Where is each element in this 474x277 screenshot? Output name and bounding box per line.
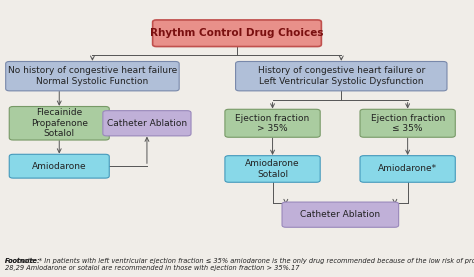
FancyBboxPatch shape <box>225 109 320 137</box>
FancyBboxPatch shape <box>360 156 455 182</box>
Text: Rhythm Control Drug Choices: Rhythm Control Drug Choices <box>150 28 324 38</box>
Text: Amiodarone: Amiodarone <box>32 162 87 171</box>
FancyBboxPatch shape <box>282 202 399 227</box>
Text: Footnote:: Footnote: <box>5 258 40 264</box>
FancyBboxPatch shape <box>153 20 321 47</box>
FancyBboxPatch shape <box>360 109 455 137</box>
FancyBboxPatch shape <box>9 106 109 140</box>
Text: No history of congestive heart failure
Normal Systolic Function: No history of congestive heart failure N… <box>8 66 177 86</box>
FancyBboxPatch shape <box>236 61 447 91</box>
FancyBboxPatch shape <box>103 111 191 136</box>
Text: Catheter Ablation: Catheter Ablation <box>300 210 381 219</box>
FancyBboxPatch shape <box>225 156 320 182</box>
Text: Flecainide
Propafenone
Sotalol: Flecainide Propafenone Sotalol <box>31 108 88 138</box>
Text: Amiodarone*: Amiodarone* <box>378 165 437 173</box>
Text: History of congestive heart failure or
Left Ventricular Systolic Dysfunction: History of congestive heart failure or L… <box>258 66 425 86</box>
Text: Footnote: * In patients with left ventricular ejection fraction ≤ 35% amiodarone: Footnote: * In patients with left ventri… <box>5 258 474 271</box>
Text: Amiodarone
Sotalol: Amiodarone Sotalol <box>245 159 300 179</box>
Text: Ejection fraction
> 35%: Ejection fraction > 35% <box>236 114 310 133</box>
Text: Ejection fraction
≤ 35%: Ejection fraction ≤ 35% <box>371 114 445 133</box>
FancyBboxPatch shape <box>9 154 109 178</box>
FancyBboxPatch shape <box>6 61 179 91</box>
Text: Catheter Ablation: Catheter Ablation <box>107 119 187 128</box>
